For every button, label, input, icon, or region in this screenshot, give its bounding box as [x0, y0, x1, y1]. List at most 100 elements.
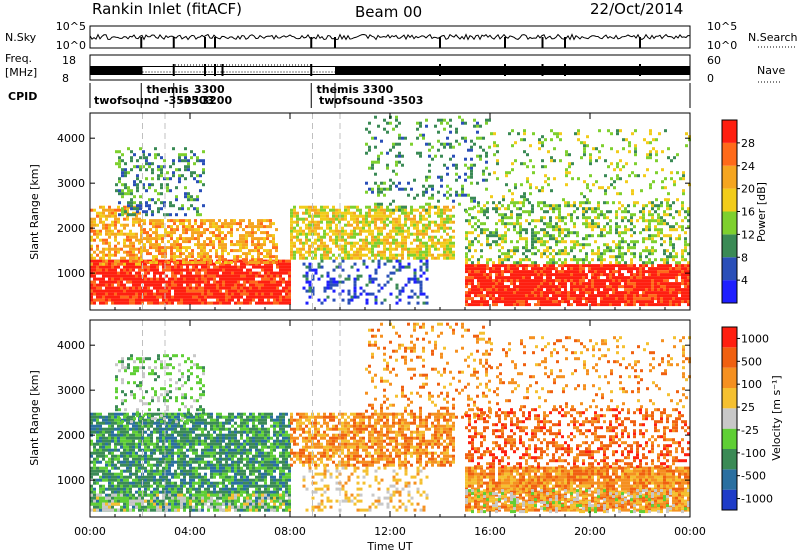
heatmap-cell — [380, 220, 383, 224]
heatmap-cell — [452, 145, 455, 149]
heatmap-cell — [243, 301, 246, 305]
heatmap-cell — [233, 222, 236, 226]
heatmap-cell — [507, 264, 510, 268]
heatmap-cell — [645, 237, 648, 241]
heatmap-cell — [501, 276, 504, 280]
heatmap-cell — [374, 256, 377, 260]
heatmap-cell — [398, 187, 401, 191]
heatmap-cell — [285, 271, 288, 275]
heatmap-cell — [222, 301, 225, 305]
heatmap-cell — [655, 171, 658, 175]
heatmap-cell — [138, 217, 141, 221]
heatmap-cell — [123, 250, 126, 254]
heatmap-cell — [579, 249, 582, 253]
heatmap-cell — [117, 301, 120, 305]
heatmap-cell — [549, 282, 552, 286]
heatmap-cell — [609, 300, 612, 304]
heatmap-cell — [239, 246, 242, 250]
heatmap-cell — [163, 201, 166, 205]
heatmap-cell — [582, 294, 585, 298]
heatmap-cell — [188, 219, 191, 223]
heatmap-cell — [285, 298, 288, 302]
heatmap-cell — [288, 259, 291, 263]
heatmap-cell — [486, 264, 489, 268]
heatmap-cell — [198, 286, 201, 290]
heatmap-cell — [543, 264, 546, 268]
heatmap-cell — [567, 228, 570, 232]
heatmap-cell — [468, 213, 471, 217]
heatmap-cell — [326, 256, 329, 260]
heatmap-cell — [591, 267, 594, 271]
heatmap-cell — [210, 268, 213, 272]
heatmap-cell — [401, 244, 404, 248]
heatmap-cell — [546, 297, 549, 301]
heatmap-cell — [549, 297, 552, 301]
heatmap-cell — [222, 265, 225, 269]
heatmap-cell — [577, 138, 580, 142]
heatmap-cell — [152, 225, 155, 229]
heatmap-cell — [377, 241, 380, 245]
heatmap-cell — [329, 256, 332, 260]
heatmap-cell — [227, 225, 230, 229]
heatmap-cell — [212, 225, 215, 229]
heatmap-cell — [108, 253, 111, 257]
heatmap-cell — [673, 180, 676, 184]
heatmap-cell — [558, 285, 561, 289]
heatmap-cell — [486, 261, 489, 265]
heatmap-cell — [413, 247, 416, 251]
heatmap-cell — [684, 246, 687, 250]
heatmap-cell — [603, 303, 606, 307]
heatmap-cell — [634, 144, 637, 148]
heatmap-cell — [681, 204, 684, 208]
heatmap-cell — [546, 288, 549, 292]
heatmap-cell — [279, 274, 282, 278]
heatmap-cell — [194, 243, 197, 247]
heatmap-cell — [344, 277, 348, 281]
heatmap-cell — [245, 243, 248, 247]
heatmap-cell — [483, 228, 486, 232]
heatmap-cell — [558, 288, 561, 292]
heatmap-cell — [552, 258, 555, 262]
heatmap-cell — [129, 244, 132, 248]
heatmap-cell — [257, 249, 260, 253]
heatmap-cell — [564, 276, 567, 280]
heatmap-cell — [165, 292, 168, 296]
heatmap-cell — [682, 192, 685, 196]
heatmap-cell — [200, 255, 203, 259]
heatmap-cell — [127, 201, 130, 205]
heatmap-cell — [586, 186, 589, 190]
heatmap-cell — [282, 268, 285, 272]
heatmap-cell — [437, 253, 440, 257]
colorbar-segment — [722, 257, 737, 281]
heatmap-cell — [597, 273, 600, 277]
heatmap-cell — [642, 240, 645, 244]
heatmap-cell — [675, 300, 678, 304]
heatmap-cell — [245, 255, 248, 259]
heatmap-cell — [407, 181, 410, 185]
heatmap-cell — [648, 285, 651, 289]
heatmap-cell — [564, 288, 567, 292]
heatmap-cell — [651, 300, 654, 304]
heatmap-cell — [196, 210, 199, 214]
heatmap-cell — [477, 294, 480, 298]
heatmap-cell — [368, 211, 371, 215]
heatmap-cell — [546, 273, 549, 277]
heatmap-cell — [353, 289, 357, 293]
heatmap-cell — [428, 202, 431, 206]
heatmap-cell — [392, 127, 395, 131]
heatmap-cell — [519, 237, 522, 241]
heatmap-cell — [410, 205, 413, 209]
heatmap-cell — [425, 226, 428, 230]
heatmap-cell — [203, 231, 206, 235]
heatmap-cell — [221, 240, 224, 244]
heatmap-cell — [546, 234, 549, 238]
heatmap-cell — [516, 246, 519, 250]
heatmap-cell — [213, 280, 216, 284]
heatmap-cell — [356, 268, 360, 272]
heatmap-cell — [126, 262, 129, 266]
heatmap-cell — [290, 232, 293, 236]
heatmap-cell — [404, 265, 408, 269]
heatmap-cell — [202, 162, 205, 166]
heatmap-cell — [332, 238, 335, 242]
heatmap-cell — [189, 280, 192, 284]
